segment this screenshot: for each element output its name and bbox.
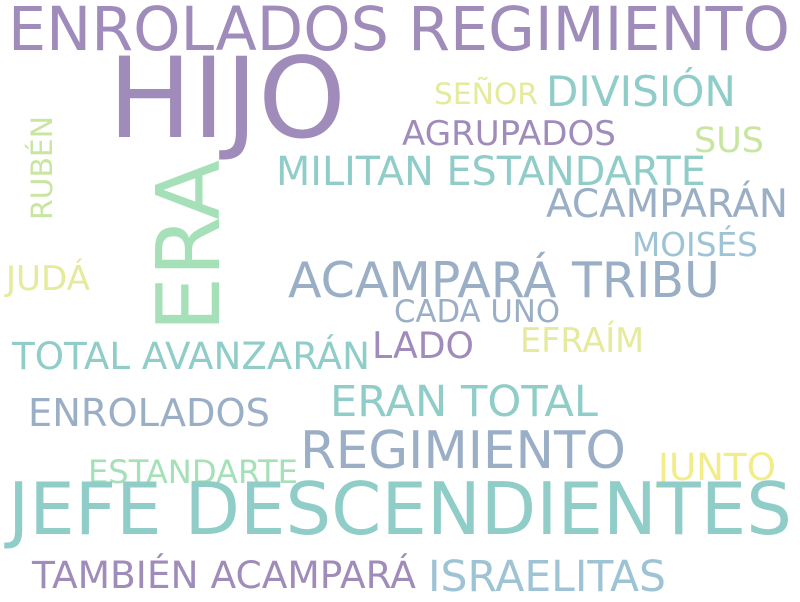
word-regimiento: REGIMIENTO (300, 421, 626, 482)
word-jefe-descendientes: JEFE DESCENDIENTES (8, 467, 792, 551)
word-estandarte: ESTANDARTE (88, 452, 298, 491)
word-acampara-tribu: ACAMPARÁ TRIBU (288, 251, 720, 310)
word-era: ERA (138, 160, 240, 332)
word-tambien-acampara: TAMBIÉN ACAMPARÁ (32, 553, 416, 598)
word-acamparan: ACAMPARÁN (546, 181, 788, 227)
word-enrolados-regimiento: ENROLADOS REGIMIENTO (8, 0, 790, 65)
word-enrolados: ENROLADOS (28, 390, 270, 436)
word-senor: SEÑOR (434, 77, 538, 113)
word-cada-uno: CADA UNO (394, 293, 560, 330)
word-total-avanzaran: TOTAL AVANZARÁN (12, 334, 370, 379)
word-sus: SUS (694, 120, 764, 161)
word-agrupados: AGRUPADOS (402, 113, 616, 154)
word-militan-estandarte: MILITAN ESTANDARTE (276, 149, 706, 196)
word-juda: JUDÁ (6, 258, 90, 299)
word-hijo: HIJO (108, 34, 347, 165)
word-lado: LADO (372, 323, 475, 367)
word-ruben: RUBÉN (25, 116, 60, 220)
word-eran-total: ERAN TOTAL (330, 377, 598, 428)
word-moises: MOISÉS (632, 225, 758, 264)
word-efraim: EFRAÍM (520, 321, 644, 361)
word-junto: JUNTO (658, 445, 776, 490)
word-israelitas: ISRAELITAS (428, 552, 666, 602)
word-division: DIVISIÓN (546, 66, 736, 116)
